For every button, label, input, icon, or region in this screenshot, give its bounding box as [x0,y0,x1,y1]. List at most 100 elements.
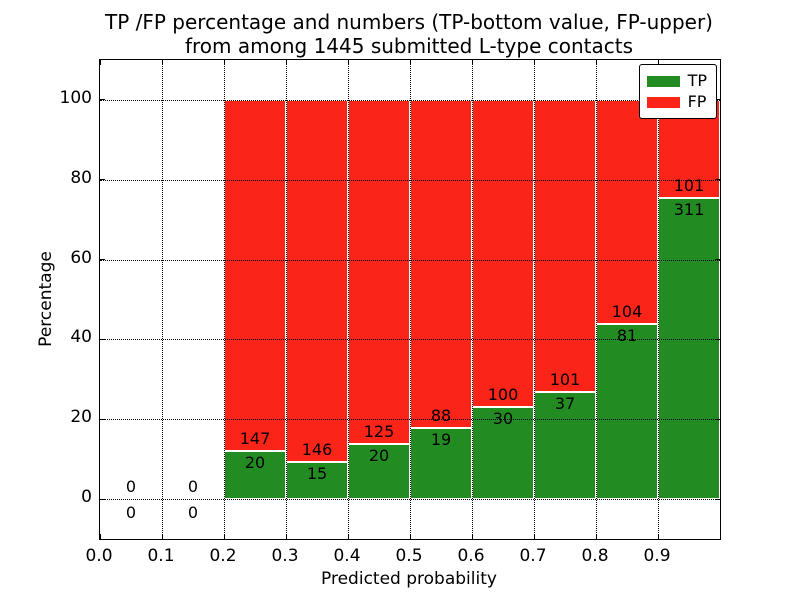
tp-count-label: 0 [125,503,137,523]
bar-tp [534,392,596,500]
x-tick-top [223,60,225,65]
bar-fp [472,99,534,407]
x-tick-bottom [409,534,411,539]
fp-count-label: 125 [363,422,395,442]
x-tick-label: 0.9 [643,546,671,566]
y-tick-label: 0 [81,487,92,508]
tp-count-label: 15 [306,463,328,483]
bar-fp [534,99,596,393]
fp-count-label: 101 [673,175,705,195]
legend: TP FP [638,64,717,119]
legend-swatch-fp [646,96,680,108]
bar-fp [286,99,348,462]
legend-label-fp: FP [687,92,707,111]
x-tick-top [409,60,411,65]
legend-label-tp: TP [687,71,707,90]
y-tick-label: 60 [70,247,92,268]
x-tick-top [347,60,349,65]
x-tick-bottom [285,534,287,539]
v-gridline [162,60,163,539]
y-tick-right [715,259,720,261]
x-tick-top [595,60,597,65]
v-gridline [348,60,349,539]
fp-count-label: 100 [487,384,519,404]
x-tick-bottom [657,534,659,539]
bar-tp [596,324,658,500]
v-gridline [596,60,597,539]
v-gridline [410,60,411,539]
x-tick-bottom [223,534,225,539]
bar-tp [410,428,472,500]
y-tick-left [100,179,105,181]
bar-fp [410,99,472,429]
x-tick-label: 0.0 [85,546,113,566]
x-tick-label: 0.6 [457,546,485,566]
v-gridline [286,60,287,539]
y-tick-label: 80 [70,167,92,188]
x-tick-label: 0.5 [395,546,423,566]
tp-count-label: 311 [673,199,705,219]
bar-tp [286,461,348,500]
x-tick-bottom [471,534,473,539]
y-tick-right [715,418,720,420]
y-tick-left [100,418,105,420]
fp-count-label: 101 [549,370,581,390]
fp-count-label: 88 [430,406,452,426]
fp-count-label: 0 [125,477,137,497]
x-tick-label: 0.3 [271,546,299,566]
y-tick-left [100,338,105,340]
bar-tp [658,197,720,500]
v-gridline [658,60,659,539]
y-tick-right [715,498,720,500]
bar-fp [348,99,410,444]
x-tick-bottom [99,534,101,539]
x-axis-label: Predicted probability [321,569,497,589]
x-tick-label: 0.4 [333,546,361,566]
y-tick-left [100,259,105,261]
y-tick-left [100,498,105,500]
x-tick-top [657,60,659,65]
fp-count-label: 0 [187,477,199,497]
y-tick-right [715,338,720,340]
tp-count-label: 20 [368,446,390,466]
x-tick-top [285,60,287,65]
fp-count-label: 147 [239,429,271,449]
bar-tp [224,451,286,500]
v-gridline [472,60,473,539]
chart-title-line1: TP /FP percentage and numbers (TP-bottom… [105,10,713,34]
x-tick-top [471,60,473,65]
legend-item-fp: FP [646,92,707,112]
y-tick-label: 20 [70,407,92,428]
y-tick-left [100,99,105,101]
tp-count-label: 19 [430,430,452,450]
x-tick-top [161,60,163,65]
x-tick-bottom [595,534,597,539]
legend-item-tp: TP [646,71,707,91]
fp-count-label: 104 [611,302,643,322]
chart-title-line2: from among 1445 submitted L-type contact… [184,34,634,58]
x-tick-label: 0.7 [519,546,547,566]
x-tick-top [99,60,101,65]
v-gridline [534,60,535,539]
x-tick-top [533,60,535,65]
bar-fp [596,99,658,325]
tp-count-label: 0 [187,503,199,523]
v-gridline [224,60,225,539]
tp-count-label: 20 [244,453,266,473]
y-tick-right [715,179,720,181]
x-tick-bottom [161,534,163,539]
x-tick-label: 0.8 [581,546,609,566]
bar-fp [224,99,286,452]
fp-count-label: 146 [301,439,333,459]
x-tick-bottom [533,534,535,539]
plot-area: TP FP 0 0 0 0 147 20 146 15 125 20 88 19 100 30 101 37 1… [99,59,721,540]
y-tick-label: 40 [70,327,92,348]
x-tick-bottom [347,534,349,539]
tp-count-label: 30 [492,408,514,428]
x-tick-label: 0.2 [209,546,237,566]
legend-swatch-tp [646,75,680,87]
y-tick-right [715,99,720,101]
chart-title: TP /FP percentage and numbers (TP-bottom… [99,10,719,58]
tp-count-label: 37 [554,394,576,414]
